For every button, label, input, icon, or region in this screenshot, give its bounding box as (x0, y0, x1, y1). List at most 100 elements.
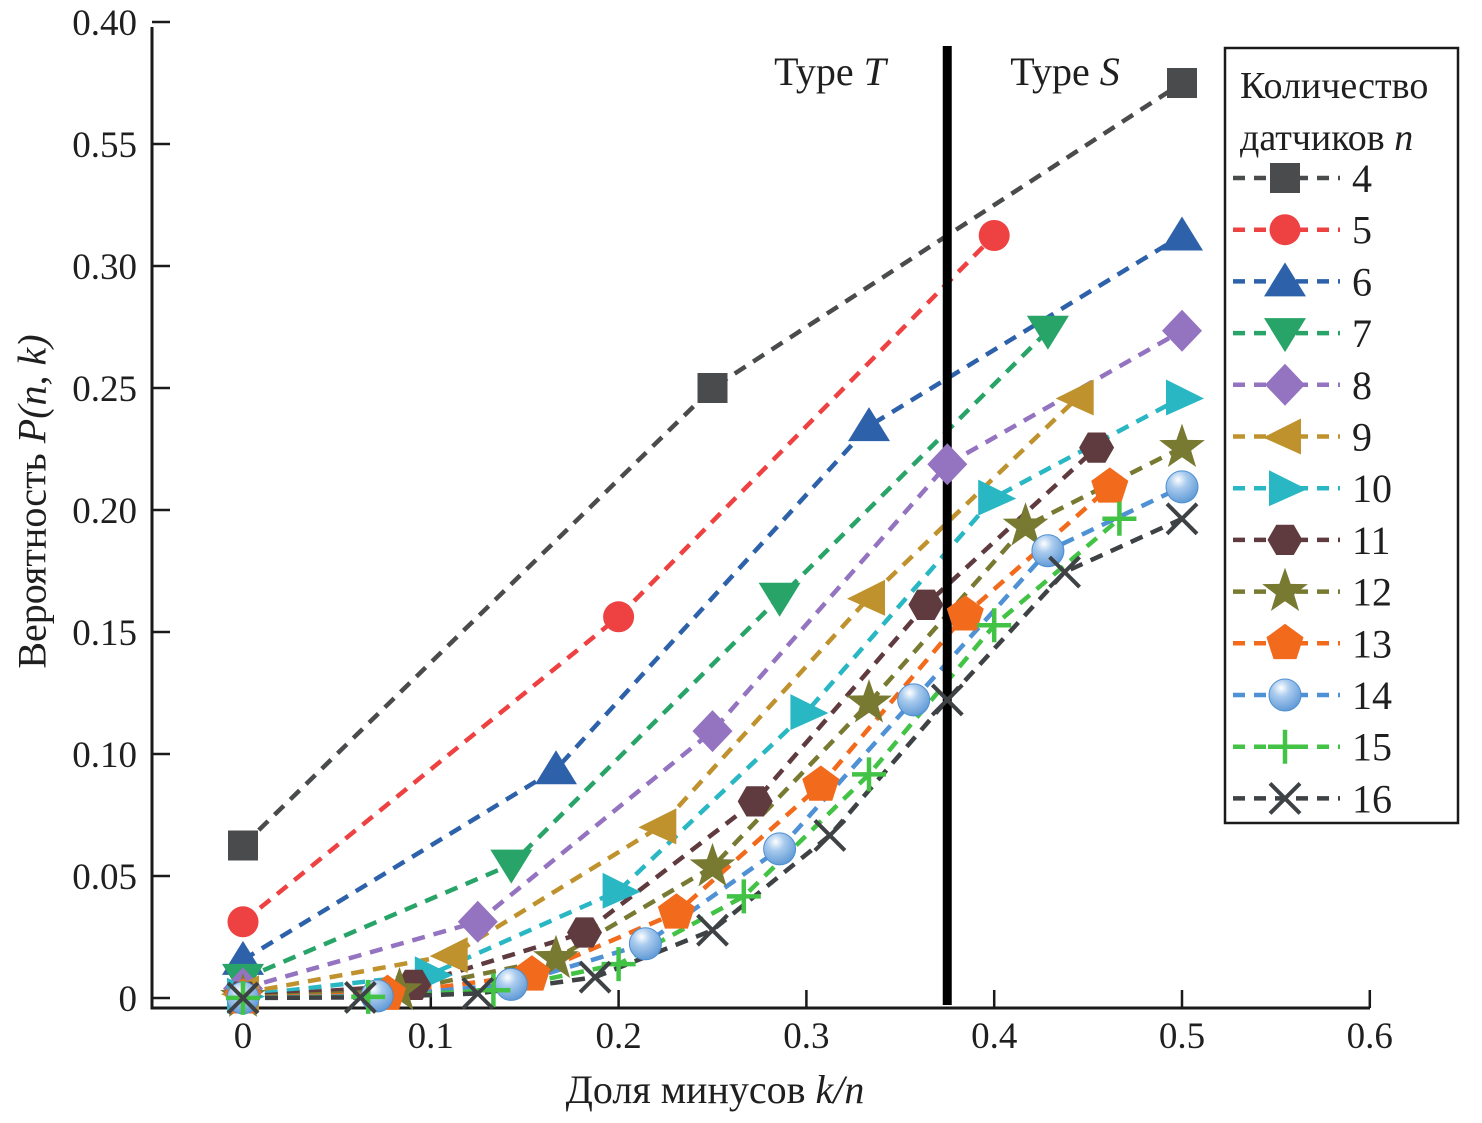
legend-label: 7 (1352, 311, 1372, 356)
axis-frame (150, 27, 1370, 1010)
annotation-type-s: Type S (1010, 49, 1120, 94)
x-tick-label: 0.3 (783, 1016, 829, 1057)
marker-plus (726, 879, 761, 914)
y-tick-label: 0.55 (72, 125, 137, 166)
legend-label: 4 (1352, 156, 1372, 201)
marker-star (1002, 502, 1049, 546)
legend-marker-star (1262, 567, 1308, 612)
marker-plus (977, 608, 1012, 643)
marker-sphere (763, 832, 797, 866)
legend-item-10: 10 (1233, 466, 1392, 511)
x-tick-label: 0.1 (408, 1016, 454, 1057)
x-tick-label: 0.4 (971, 1016, 1017, 1057)
y-tick-label: 0.15 (72, 613, 137, 654)
marker-pentagon (946, 595, 984, 631)
marker-x (696, 913, 729, 947)
marker-x (461, 977, 495, 1010)
series-7-markers (222, 315, 1069, 998)
x-axis-title-math: k/n (815, 1067, 865, 1112)
axes (150, 27, 1370, 1010)
legend-label: 14 (1352, 673, 1392, 718)
marker-triangle-up (1161, 216, 1203, 251)
series-10-markers (227, 379, 1204, 1014)
marker-square (228, 830, 258, 861)
marker-diamond (927, 443, 968, 486)
marker-x (1048, 555, 1082, 589)
marker-x (813, 818, 847, 852)
y-tick-label: 0.30 (72, 247, 137, 288)
legend-marker-diamond (1265, 363, 1305, 406)
marker-star (533, 934, 579, 979)
series-8-markers (223, 309, 1202, 1010)
series-15-markers (226, 501, 1137, 1015)
legend-label: 12 (1352, 570, 1392, 615)
marker-sphere (1165, 470, 1199, 504)
legend: 4 5 6 7 8 9 10 11 12 13 14 15 16 (1223, 46, 1460, 825)
legend-label: 6 (1352, 259, 1372, 304)
x-tick-label: 0.6 (1347, 1016, 1393, 1057)
legend-marker-square (1270, 163, 1300, 193)
legend-label: 5 (1352, 208, 1372, 253)
y-tick-label: 0.05 (72, 857, 137, 898)
series-16-line (242, 516, 1183, 1001)
series-5-line (241, 233, 996, 924)
marker-sphere (1031, 534, 1065, 568)
legend-item-7: 7 (1233, 311, 1372, 356)
y-axis-title-math: P(n, k) (9, 334, 55, 444)
legend-item-8: 8 (1233, 363, 1372, 408)
series-9-line (242, 395, 1080, 996)
marker-x (578, 960, 612, 994)
x-axis-title: Доля минусов k/n (465, 1066, 965, 1113)
marker-sphere (494, 967, 528, 1001)
legend-label: 16 (1352, 776, 1392, 821)
legend-marker-pentagon (1266, 623, 1304, 660)
marker-pentagon (1091, 467, 1129, 503)
tick-labels: 0 0.1 0.2 0.3 0.4 0.5 0.6 0 0.05 0.10 0.15 0.20 0.25… (72, 3, 1393, 1057)
marker-triangle-down (490, 849, 533, 884)
marker-x (343, 980, 377, 1014)
legend-marker-triangle-up (1264, 262, 1306, 297)
marker-triangle-left (429, 937, 468, 974)
marker-triangle-left (638, 808, 677, 845)
marker-plus (1102, 501, 1137, 536)
y-axis-title-text: Вероятность (9, 443, 55, 669)
marker-sphere (628, 927, 662, 961)
legend-marker-x (1268, 781, 1302, 815)
marker-pentagon (802, 765, 840, 801)
marker-circle (603, 601, 635, 633)
legend-marker-triangle-down (1264, 318, 1306, 353)
marker-triangle-up (535, 750, 577, 785)
marker-square (1167, 68, 1197, 98)
legend-label: 15 (1352, 725, 1392, 770)
legend-item-12: 12 (1233, 567, 1392, 615)
legend-marker-triangle-left (1263, 418, 1301, 455)
legend-item-5: 5 (1233, 208, 1372, 253)
legend-label: 13 (1352, 621, 1392, 666)
legend-marker-plus (1268, 729, 1302, 764)
legend-title: Количество датчиков n (1240, 60, 1428, 164)
legend-item-11: 11 (1233, 518, 1391, 563)
y-tick-label: 0.10 (72, 735, 137, 776)
legend-item-9: 9 (1233, 415, 1372, 460)
y-tick-label: 0 (119, 979, 138, 1020)
marker-x (1165, 502, 1199, 536)
marker-diamond (692, 710, 733, 753)
marker-diamond (1162, 309, 1202, 352)
series-10-line (242, 395, 1184, 998)
marker-circle (227, 906, 259, 938)
legend-item-16: 16 (1233, 776, 1392, 821)
series-9-markers (221, 379, 1094, 1012)
legend-title-line2: датчиков n (1240, 117, 1414, 159)
marker-circle (978, 220, 1010, 251)
legend-label: 11 (1352, 518, 1391, 563)
x-axis-title-text: Доля минусов (565, 1067, 816, 1112)
legend-title-line1: Количество (1240, 65, 1429, 107)
x-tick-label: 0.2 (595, 1016, 641, 1057)
legend-marker-sphere (1268, 678, 1302, 712)
marker-hexagon (1079, 432, 1115, 463)
marker-star (846, 679, 892, 723)
marker-plus (852, 757, 886, 792)
marker-x (226, 981, 260, 1015)
series-5-markers (227, 220, 1010, 938)
